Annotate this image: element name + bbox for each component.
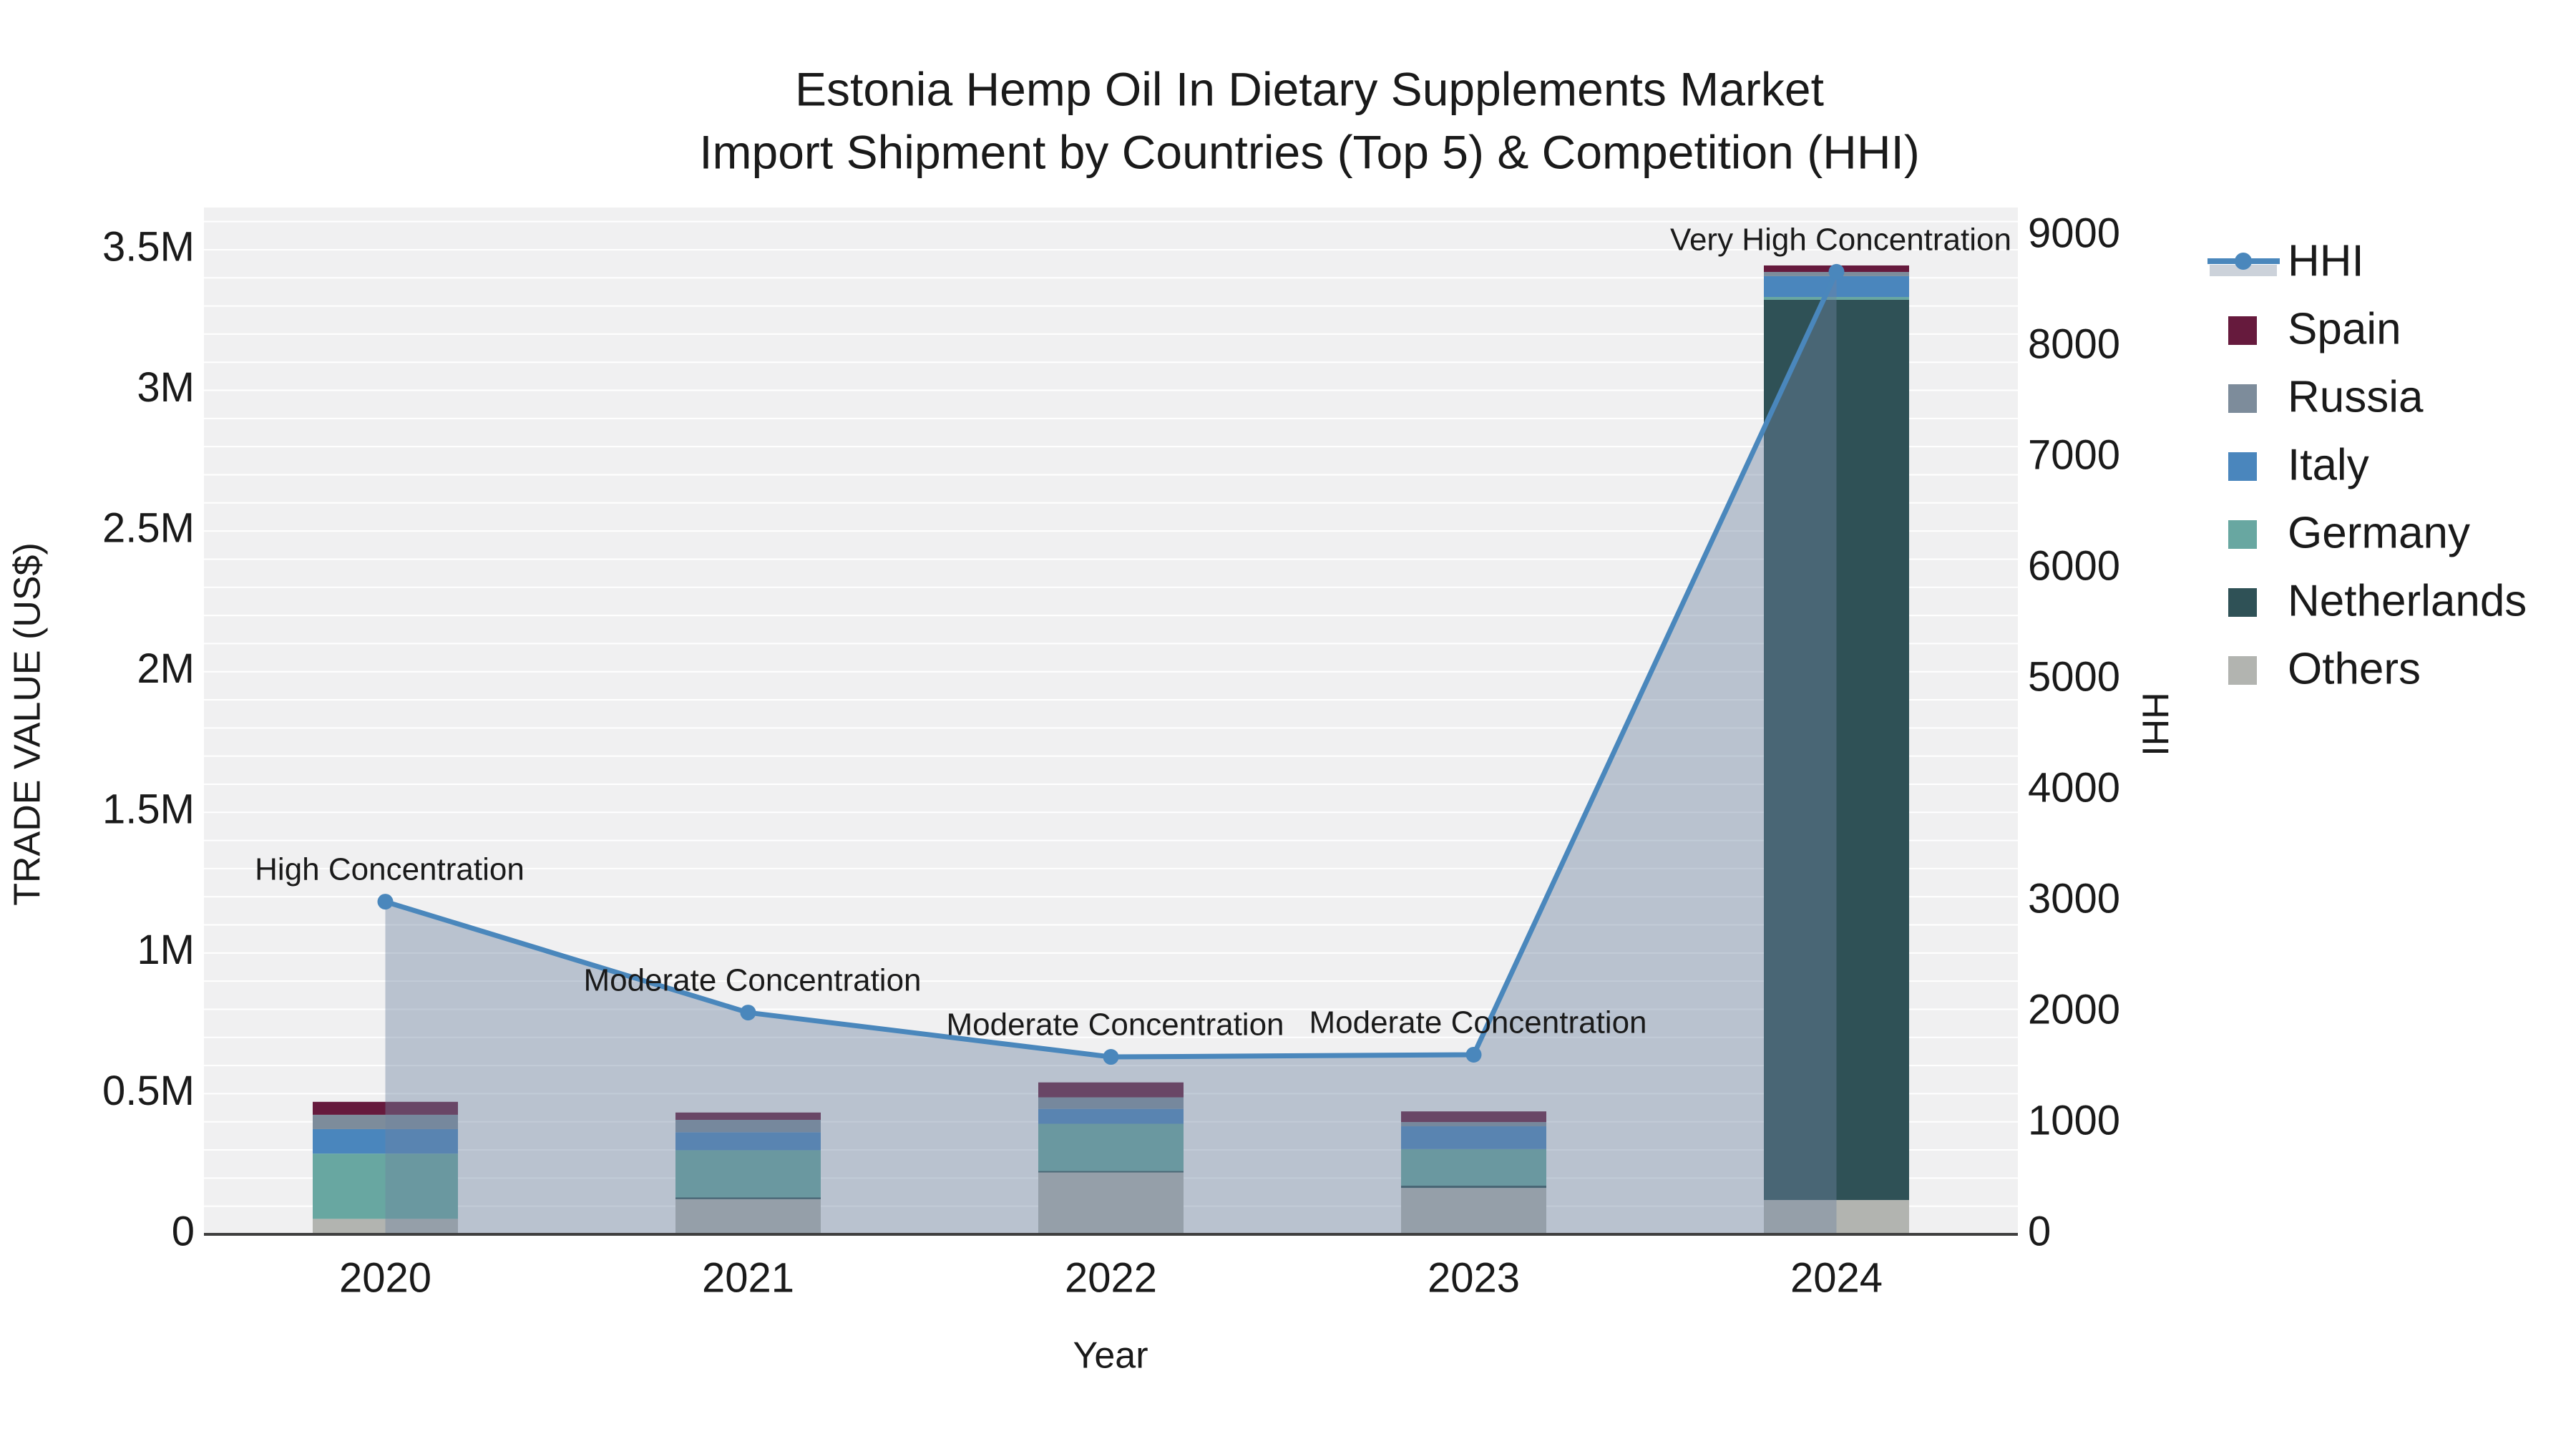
x-tick-2022: 2022 (1065, 1254, 1157, 1301)
bar-segment-germany-2024 (1764, 297, 1909, 300)
x-tick-2021: 2021 (702, 1254, 794, 1301)
y-right-tick-0: 0 (2028, 1208, 2051, 1254)
y-right-tick-4000: 4000 (2028, 764, 2120, 811)
y-right-tick-6000: 6000 (2028, 543, 2120, 590)
annotation-2022: Moderate Concentration (946, 1008, 1284, 1043)
legend-item-others[interactable]: Others (2228, 644, 2421, 693)
y-right-tick-9000: 9000 (2028, 210, 2120, 257)
y-left-tick-0.5M: 0.5M (102, 1068, 195, 1114)
bar-segment-italy-2023 (1401, 1126, 1546, 1149)
legend-swatch-others (2228, 656, 2257, 685)
bar-segment-others-2023 (1401, 1188, 1546, 1234)
bar-segment-spain-2023 (1401, 1111, 1546, 1123)
legend-item-russia[interactable]: Russia (2228, 372, 2424, 421)
bar-segment-spain-2021 (675, 1112, 821, 1120)
legend-swatch-russia (2228, 384, 2257, 413)
y-right-axis-title: HHI (2134, 692, 2175, 756)
legend-label-spain: Spain (2288, 304, 2401, 353)
bar-segment-russia-2020 (313, 1114, 458, 1129)
hhi-marker-2023 (1465, 1046, 1482, 1063)
x-axis-title: Year (1073, 1335, 1148, 1377)
legend-item-hhi[interactable]: HHI (2207, 236, 2364, 286)
hhi-series (377, 263, 1845, 1234)
legend-label-others: Others (2288, 644, 2421, 693)
y-right-tick-8000: 8000 (2028, 321, 2120, 368)
y-left-tick-3M: 3M (137, 364, 195, 411)
legend-item-netherlands[interactable]: Netherlands (2228, 576, 2527, 625)
legend-item-italy[interactable]: Italy (2228, 440, 2369, 489)
gridlines (204, 220, 2018, 1207)
bar-segment-germany-2022 (1038, 1123, 1184, 1171)
y-right-tick-2000: 2000 (2028, 986, 2120, 1033)
y-left-tick-3.5M: 3.5M (102, 223, 195, 270)
y-right-tick-5000: 5000 (2028, 653, 2120, 700)
bar-segment-italy-2022 (1038, 1108, 1184, 1124)
x-tick-2023: 2023 (1428, 1254, 1520, 1301)
bar-segment-netherlands-2021 (675, 1197, 821, 1199)
y-left-tick-1.5M: 1.5M (102, 786, 195, 833)
y-left-axis-title: TRADE VALUE (US$) (7, 542, 49, 906)
legend-hhi-marker-icon (2235, 253, 2252, 270)
annotation-2020: High Concentration (255, 852, 525, 887)
annotations: High Concentration Moderate Concentration… (255, 223, 2011, 1043)
y-left-tick-labels: 0 0.5M 1M 1.5M 2M 2.5M 3M 3.5M (102, 223, 195, 1254)
stacked-bars (313, 265, 1909, 1234)
legend-label-russia: Russia (2288, 372, 2424, 421)
x-tick-2020: 2020 (339, 1254, 431, 1301)
legend-item-spain[interactable]: Spain (2228, 304, 2401, 353)
y-left-tick-1M: 1M (137, 927, 195, 973)
y-right-tick-7000: 7000 (2028, 432, 2120, 479)
bar-segment-others-2024 (1764, 1200, 1909, 1234)
legend-item-germany[interactable]: Germany (2228, 508, 2470, 557)
chart-title-line1: Estonia Hemp Oil In Dietary Supplements … (795, 62, 1824, 115)
x-tick-2024: 2024 (1790, 1254, 1883, 1301)
chart-title-line2: Import Shipment by Countries (Top 5) & C… (699, 125, 1920, 178)
legend-label-germany: Germany (2288, 508, 2470, 557)
hhi-marker-2022 (1103, 1049, 1119, 1065)
bar-segment-germany-2020 (313, 1153, 458, 1219)
x-tick-labels: 2020 2021 2022 2023 2024 (339, 1254, 1883, 1301)
legend-swatch-netherlands (2228, 588, 2257, 617)
y-left-tick-0: 0 (172, 1208, 195, 1254)
bar-segment-netherlands-2022 (1038, 1171, 1184, 1173)
annotation-2024: Very High Concentration (1670, 223, 2011, 258)
legend-label-italy: Italy (2288, 440, 2369, 489)
legend: HHI Spain Russia Italy Germany Netherlands Oth… (2207, 236, 2527, 693)
hhi-area-fill (385, 271, 1837, 1234)
legend-swatch-germany (2228, 520, 2257, 549)
bar-segment-others-2021 (675, 1199, 821, 1234)
bar-segment-germany-2023 (1401, 1148, 1546, 1186)
legend-swatch-spain (2228, 316, 2257, 345)
hhi-marker-2021 (740, 1005, 756, 1021)
y-right-tick-1000: 1000 (2028, 1097, 2120, 1143)
bar-segment-germany-2021 (675, 1150, 821, 1198)
y-right-tick-labels: 0 1000 2000 3000 4000 5000 6000 7000 8000 9000 (2028, 210, 2120, 1255)
hhi-marker-2024 (1828, 263, 1845, 280)
bar-segment-netherlands-2023 (1401, 1185, 1546, 1189)
bar-segment-others-2022 (1038, 1172, 1184, 1234)
annotation-2023: Moderate Concentration (1309, 1005, 1646, 1040)
legend-swatch-italy (2228, 452, 2257, 481)
bar-segment-russia-2022 (1038, 1097, 1184, 1109)
bar-segment-russia-2021 (675, 1119, 821, 1133)
annotation-2021: Moderate Concentration (583, 963, 921, 998)
legend-label-netherlands: Netherlands (2288, 576, 2527, 625)
y-right-tick-3000: 3000 (2028, 875, 2120, 922)
bar-segment-spain-2022 (1038, 1082, 1184, 1098)
legend-label-hhi: HHI (2288, 236, 2364, 286)
bar-segment-others-2020 (313, 1219, 458, 1234)
bar-segment-italy-2020 (313, 1128, 458, 1154)
bar-segment-russia-2023 (1401, 1122, 1546, 1127)
hhi-marker-2020 (377, 894, 394, 910)
bar-segment-netherlands-2024 (1764, 299, 1909, 1201)
y-left-tick-2.5M: 2.5M (102, 504, 195, 551)
bar-segment-spain-2020 (313, 1101, 458, 1115)
legend-hhi-fill-swatch (2210, 265, 2277, 276)
bar-segment-italy-2021 (675, 1132, 821, 1151)
y-left-tick-2M: 2M (137, 645, 195, 692)
